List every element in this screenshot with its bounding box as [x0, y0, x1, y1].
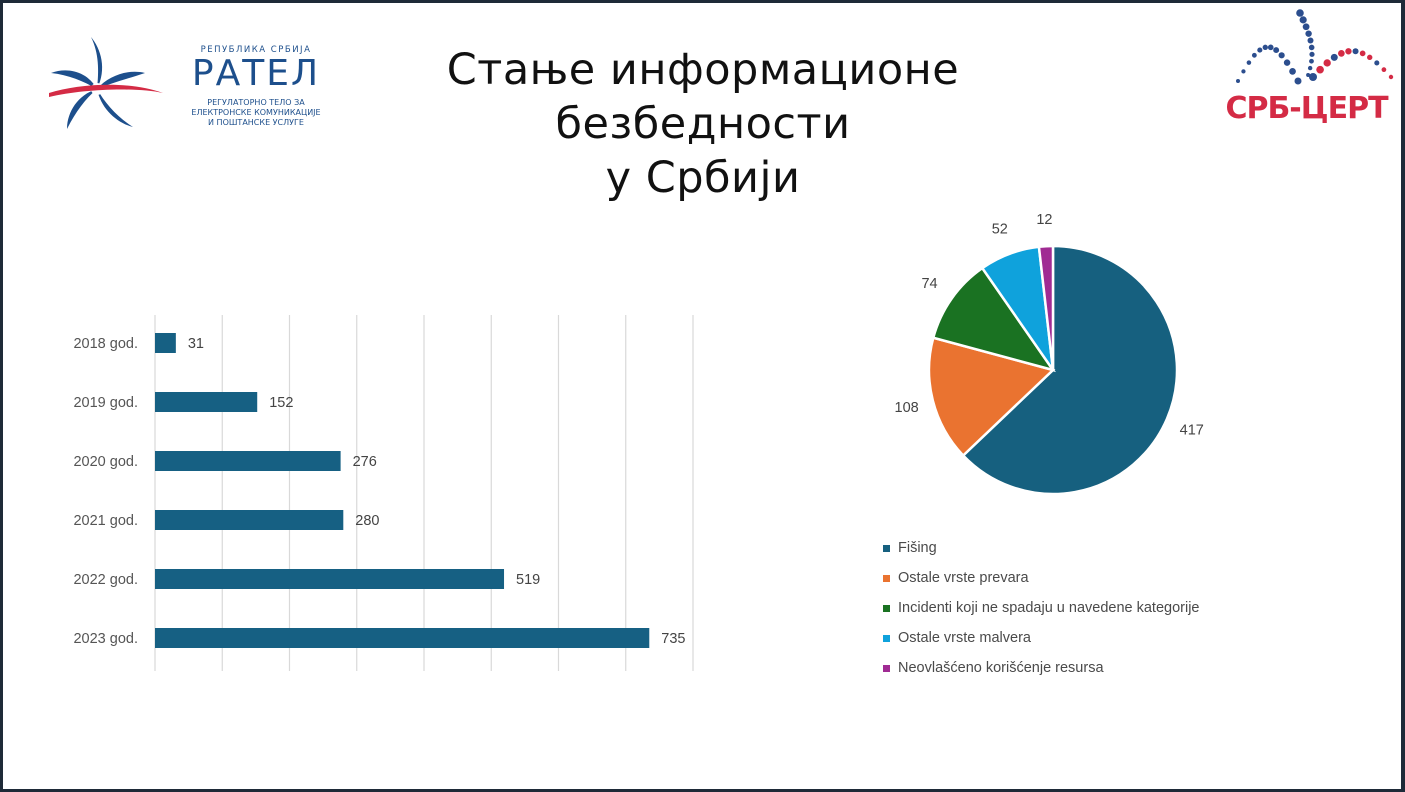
legend-swatch [883, 605, 890, 612]
bar-chart: 2018 god. 31 2019 god. 152 2020 god. 276 2021 … [73, 315, 694, 671]
bar [155, 333, 176, 353]
legend-item: Neovlašćeno korišćenje resursa [883, 658, 1200, 688]
legend-label: Ostale vrste prevara [898, 570, 1029, 586]
bar [155, 392, 258, 412]
pie-value-label: 74 [921, 276, 937, 292]
logo-dot [1330, 53, 1338, 61]
slide: РЕПУБЛИКА СРБИЈА РАТЕЛ РЕГУЛАТОРНО ТЕЛО … [3, 3, 1401, 789]
bar-category-label: 2021 god. [73, 513, 138, 529]
legend-label: Incidenti koji ne spadaju u navedene kat… [898, 600, 1200, 616]
legend-item: Ostale vrste prevara [883, 568, 1200, 598]
legend-swatch [883, 635, 890, 642]
ratel-name-text: РАТЕЛ [191, 53, 321, 94]
pie-value-label: 12 [1036, 212, 1052, 228]
pie-value-label: 52 [992, 222, 1008, 238]
legend-swatch [883, 545, 890, 552]
logo-dot [1299, 16, 1307, 24]
legend-item: Ostale vrste malvera [883, 628, 1200, 658]
logo-dot [1374, 60, 1380, 66]
logo-dot [1307, 37, 1314, 44]
logo-dot [1316, 65, 1324, 74]
ratel-desc-line: И ПОШТАНСКЕ УСЛУГЕ [208, 118, 304, 127]
ratel-desc-line: РЕГУЛАТОРНО ТЕЛО ЗА [207, 98, 305, 107]
page-title: Стање информационе безбедности у Србији [303, 43, 1103, 205]
legend-label: Neovlašćeno korišćenje resursa [898, 660, 1104, 676]
legend-swatch [883, 575, 890, 582]
legend-item: Fišing [883, 538, 1200, 568]
logo-dot [1257, 47, 1263, 53]
logo-dot [1241, 69, 1246, 74]
logo-dot [1236, 79, 1240, 83]
logo-dot [1307, 65, 1313, 71]
legend-swatch [883, 665, 890, 672]
legend-label: Ostale vrste malvera [898, 630, 1031, 646]
logo-dot [1352, 48, 1359, 55]
legend-item: Incidenti koji ne spadaju u navedene kat… [883, 598, 1200, 628]
logo-dot [1367, 54, 1373, 61]
logo-dot [1338, 50, 1345, 57]
logo-dot [1302, 23, 1310, 31]
pie-legend: Fišing Ostale vrste prevara Incidenti koji… [883, 538, 1200, 688]
logo-dot [1309, 51, 1315, 57]
title-line-1: Стање информационе безбедности [446, 45, 960, 149]
bar [155, 451, 341, 471]
logo-dot [1262, 44, 1268, 51]
bar-category-label: 2020 god. [73, 454, 138, 470]
logo-dot [1359, 50, 1366, 57]
bar-category-label: 2023 god. [73, 631, 138, 647]
pie-slice [961, 244, 1179, 496]
bar-category-label: 2019 god. [73, 395, 138, 411]
pie-value-label: 108 [895, 400, 919, 416]
bar-value-label: 276 [353, 454, 377, 470]
pie-chart: 417 108 74 52 12 [895, 212, 1204, 496]
bar [155, 510, 344, 530]
ratel-logo: РЕПУБЛИКА СРБИЈА РАТЕЛ РЕГУЛАТОРНО ТЕЛО … [31, 31, 331, 151]
logo-dot [1246, 60, 1252, 65]
pie-value-label: 417 [1180, 423, 1204, 439]
logo-dot [1388, 74, 1394, 80]
logo-dot [1273, 47, 1280, 54]
logo-dot [1306, 73, 1311, 77]
bar-value-label: 280 [355, 513, 379, 529]
bar [155, 569, 505, 589]
logo-dot [1305, 30, 1312, 37]
logo-dot [1278, 52, 1285, 59]
pie-slice [931, 266, 1056, 373]
bar-value-label: 519 [516, 572, 540, 588]
logo-dot [1283, 59, 1291, 66]
logo-dot [1309, 58, 1314, 64]
pie-slice [927, 336, 1056, 458]
ratel-desc-line: ЕЛЕКТРОНСКЕ КОМУНИКАЦИЈЕ [191, 108, 321, 117]
bar-value-label: 152 [269, 395, 293, 411]
logo-dot [1381, 67, 1387, 73]
bar-category-label: 2018 god. [73, 336, 138, 352]
title-line-2: у Србији [605, 153, 801, 203]
logo-dot [1296, 9, 1304, 17]
srb-cert-dots-icon [1236, 9, 1394, 85]
logo-dot [1267, 44, 1274, 51]
logo-dot [1323, 59, 1331, 67]
bar-category-label: 2022 god. [73, 572, 138, 588]
srb-cert-logo: СРБ-ЦЕРТ [1208, 3, 1401, 143]
bar-value-label: 31 [188, 336, 204, 352]
ratel-country-text: РЕПУБЛИКА СРБИЈА [200, 45, 312, 55]
ratel-emblem-icon [49, 37, 163, 129]
logo-dot [1289, 68, 1296, 75]
logo-dot [1309, 73, 1317, 81]
logo-dot [1294, 77, 1302, 85]
logo-dot [1345, 48, 1352, 55]
logo-dot [1251, 52, 1257, 58]
pie-slice [1037, 244, 1055, 371]
srb-cert-name: СРБ-ЦЕРТ [1225, 91, 1388, 126]
legend-label: Fišing [898, 540, 937, 556]
ratel-description: РЕГУЛАТОРНО ТЕЛО ЗА ЕЛЕКТРОНСКЕ КОМУНИКА… [186, 98, 326, 128]
bar-value-label: 735 [661, 631, 685, 647]
bar [155, 628, 650, 648]
logo-dot [1308, 44, 1315, 51]
